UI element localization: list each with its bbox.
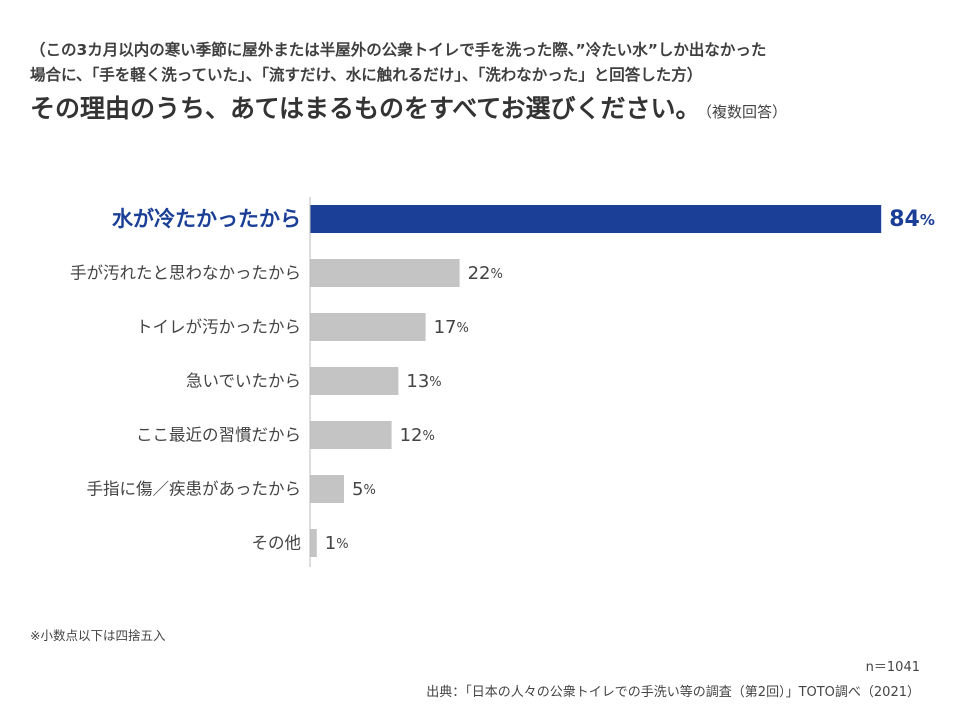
value-label-4: 12% xyxy=(400,425,435,446)
bar-0 xyxy=(310,205,882,233)
bar-6 xyxy=(310,529,317,557)
question-title: その理由のうち、あてはまるものをすべてお選びください。 （複数回答） xyxy=(30,92,940,129)
bar-5 xyxy=(310,475,344,503)
value-label-0: 84% xyxy=(889,207,935,232)
category-label-2: トイレが汚かったから xyxy=(136,318,301,337)
value-label-2: 17% xyxy=(434,317,469,338)
question-text: その理由のうち、あてはまるものをすべてお選びください。 xyxy=(30,94,701,123)
value-label-5: 5% xyxy=(352,479,376,500)
bar-4 xyxy=(310,421,392,449)
category-label-3: 急いでいたから xyxy=(186,372,301,391)
source-citation: 出典：「日本の人々の公衆トイレでの手洗い等の調査（第2回）」TOTO調べ（202… xyxy=(426,685,920,700)
chart-header: （この3カ月以内の寒い季節に屋外または半屋外の公衆トイレで手を洗った際、”冷たい… xyxy=(30,38,940,129)
category-label-4: ここ最近の習慣だから xyxy=(136,426,301,445)
bar-3 xyxy=(310,367,399,395)
category-label-0: 水が冷たかったから xyxy=(112,207,301,231)
value-label-1: 22% xyxy=(468,263,503,284)
value-label-6: 1% xyxy=(325,533,349,554)
bar-2 xyxy=(310,313,426,341)
bar-chart: 水が冷たかったから 84% 手が汚れたと思わなかったから 22% トイレが汚かったから 1… xyxy=(70,197,935,567)
category-label-1: 手が汚れたと思わなかったから xyxy=(70,264,301,283)
sample-size: n＝1041 xyxy=(865,660,920,675)
category-label-5: 手指に傷／疾患があったから xyxy=(87,480,302,499)
value-label-3: 13% xyxy=(406,371,441,392)
footnote: ※小数点以下は四捨五入 xyxy=(30,628,166,643)
question-note: （複数回答） xyxy=(704,103,788,121)
question-condition-line-2: 場合に、「手を軽く洗っていた」、「流すだけ、水に触れるだけ」、「洗わなかった」と… xyxy=(30,66,703,84)
category-label-6: その他 xyxy=(252,534,302,553)
bar-1 xyxy=(310,259,460,287)
question-condition-line-1: （この3カ月以内の寒い季節に屋外または半屋外の公衆トイレで手を洗った際、”冷たい… xyxy=(30,41,767,59)
